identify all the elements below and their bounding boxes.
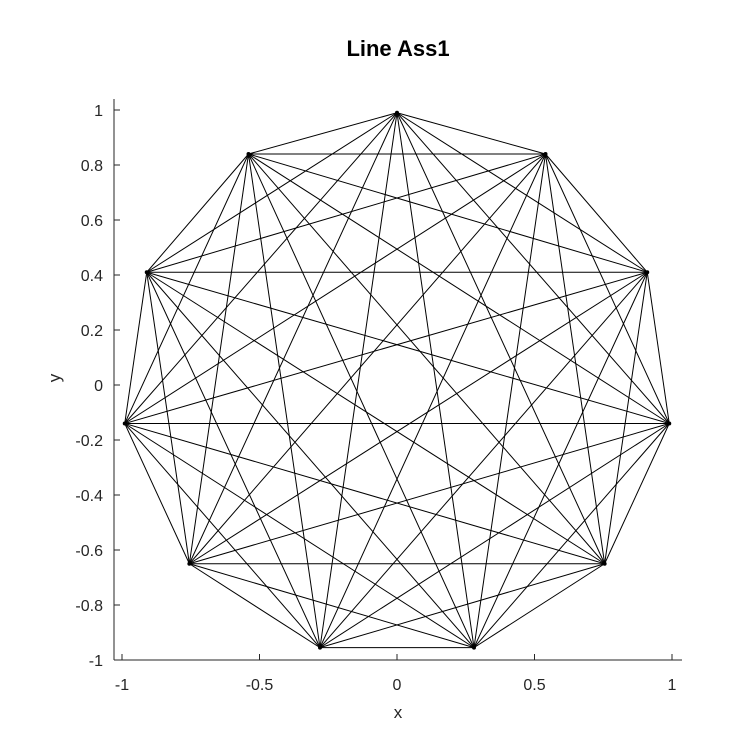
x-tick-label: -0.5 [246,677,274,694]
line-segment-7-8 [124,423,190,564]
line-segment-0-7 [188,112,398,564]
vertex-point-7 [187,561,192,566]
line-segment-9-10 [146,153,249,273]
line-segment-2-7 [189,271,648,565]
vertex-point-1 [543,152,548,156]
x-axis-label: x [394,703,403,722]
line-segment-5-7 [189,563,475,649]
line-segment-3-9 [146,271,670,424]
y-axis-label: y [45,373,64,382]
line-segment-3-5 [473,423,670,648]
line-segment-5-9 [146,271,475,648]
x-axis-ticks: -1 -0.5 0 0.5 1 [115,654,677,694]
line-segment-1-7 [188,153,546,565]
line-segment-2-5 [473,272,648,648]
vertex-point-0 [395,110,399,115]
line-segment-8-9 [124,272,148,424]
line-segment-2-8 [124,271,648,424]
line-segment-3-10 [248,153,670,424]
line-segment-6-9 [146,272,321,648]
x-tick-label: 1 [668,677,677,694]
line-segment-7-9 [146,272,190,564]
line-segment-6-10 [248,153,321,648]
y-tick-label: -0.4 [75,488,103,505]
x-tick-label: 0 [393,677,402,694]
line-segment-0-5 [396,112,475,648]
x-tick-label: -1 [115,677,129,694]
line-segment-2-10 [248,153,648,273]
vertex-point-6 [318,645,322,650]
y-tick-label: 0.2 [81,323,103,340]
line-segment-0-2 [396,112,648,273]
y-tick-label: -0.2 [75,433,103,450]
line-segment-7-10 [188,153,249,564]
vertex-markers [122,110,672,650]
line-segment-2-4 [604,272,648,564]
line-segment-1-9 [146,153,546,273]
x-tick-label: 0.5 [523,677,545,694]
y-tick-label: 0.4 [81,268,103,285]
line-segment-5-10 [248,153,475,648]
line-segment-0-8 [124,112,398,424]
chart-title: Line Ass1 [346,36,449,61]
y-axis-ticks: 1 0.8 0.6 0.4 0.2 0 -0.2 -0.4 -0.6 -0.8 -1 [75,103,120,670]
line-segment-4-9 [146,271,605,565]
vertex-point-3 [667,421,672,426]
vertex-point-4 [602,561,607,566]
y-tick-label: 0.6 [81,213,103,230]
line-segment-0-6 [319,112,398,648]
y-tick-label: -1 [89,653,103,670]
line-segment-4-5 [473,563,605,649]
line-segment-0-1 [396,112,546,155]
y-tick-label: -0.6 [75,543,103,560]
line-segment-1-6 [319,153,546,648]
line-segment-1-8 [124,153,546,424]
line-segment-0-4 [396,112,606,564]
line-segment-3-6 [319,423,670,649]
line-segment-6-8 [124,423,321,648]
vertex-point-2 [645,270,650,275]
line-segment-6-7 [189,563,321,649]
line-segment-4-6 [319,563,605,649]
line-segment-2-6 [319,271,648,648]
line-segment-5-8 [124,423,475,649]
line-segment-0-10 [248,112,398,155]
line-segment-1-3 [545,153,670,424]
vertex-point-10 [246,152,251,156]
line-segment-0-9 [146,112,398,273]
y-tick-label: -0.8 [75,598,103,615]
line-segment-2-3 [646,272,670,424]
y-tick-label: 0.8 [81,158,103,175]
line-segment-4-10 [248,153,606,565]
vertex-point-9 [144,270,149,275]
vertex-point-5 [472,645,476,650]
vertex-point-8 [122,421,127,426]
y-tick-label: 1 [94,103,103,120]
y-tick-label: 0 [94,378,103,395]
line-segment-1-4 [545,153,606,564]
line-segment-3-7 [189,423,670,565]
line-segments [124,112,670,649]
line-segment-3-4 [604,423,670,564]
line-segment-8-10 [124,153,249,424]
line-segment-4-8 [124,423,605,565]
line-segment-0-3 [396,112,670,424]
line-segment-1-2 [545,153,648,273]
line-segment-1-5 [473,153,546,648]
